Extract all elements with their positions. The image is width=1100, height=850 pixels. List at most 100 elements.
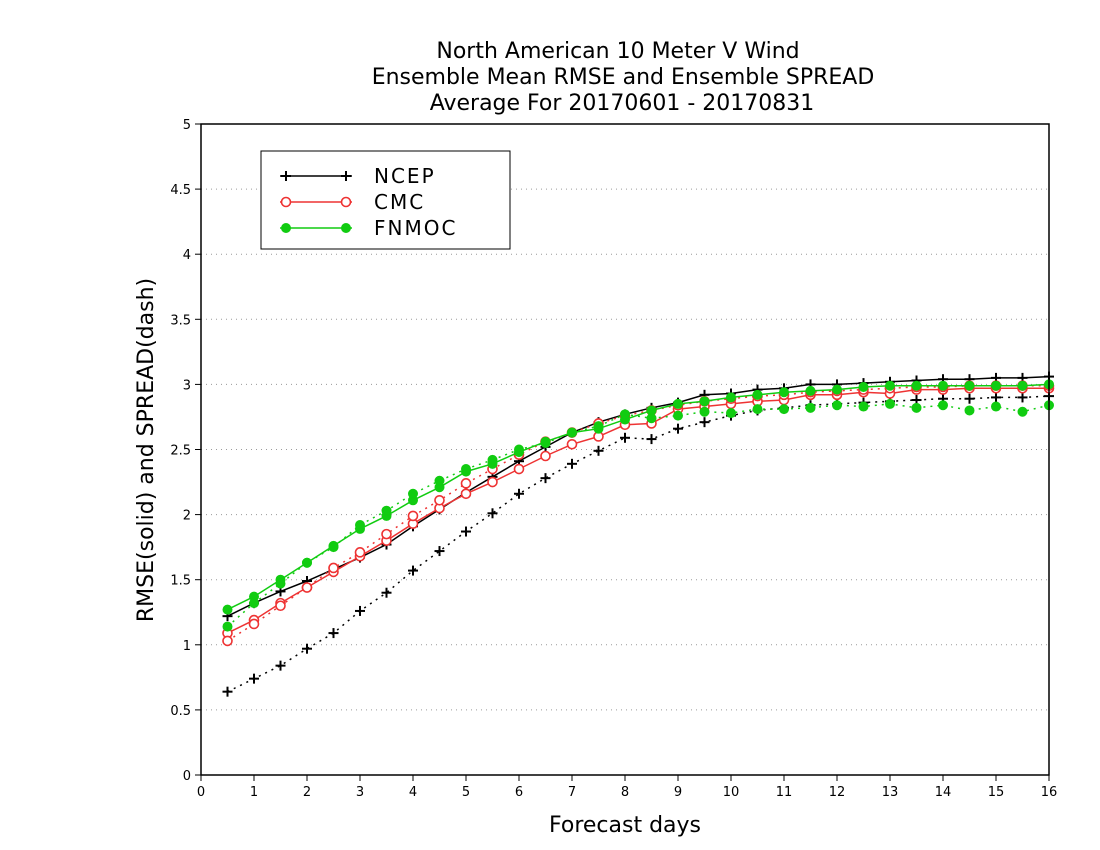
y-tick-label: 0.5 <box>170 704 191 719</box>
data-point <box>487 508 498 519</box>
data-point <box>540 450 551 462</box>
data-point <box>487 476 498 488</box>
data-point <box>885 380 895 391</box>
data-point <box>328 542 339 553</box>
data-point <box>461 464 471 475</box>
legend-marker <box>341 171 351 181</box>
data-point <box>434 494 445 506</box>
legend-label: CMC <box>374 190 425 214</box>
data-point <box>991 380 1001 391</box>
series-cmc-dash <box>222 380 1055 647</box>
title-line-1: North American 10 Meter V Wind <box>436 39 799 64</box>
data-point <box>673 398 683 409</box>
data-point <box>328 562 339 574</box>
legend-marker <box>280 196 292 208</box>
x-tick-label: 6 <box>515 785 523 800</box>
x-tick-label: 3 <box>356 785 364 800</box>
x-tick-label: 14 <box>935 785 952 800</box>
data-point <box>355 605 365 616</box>
data-point <box>1017 380 1028 391</box>
data-point <box>222 635 233 647</box>
data-point <box>858 382 869 393</box>
y-tick-label: 3 <box>183 378 191 393</box>
series-line <box>227 375 1050 617</box>
series-line <box>227 387 1049 634</box>
data-point <box>646 413 657 424</box>
y-tick-label: 4.5 <box>170 183 191 198</box>
data-point <box>805 385 816 396</box>
y-tick-label: 5 <box>183 118 191 133</box>
data-point <box>964 393 975 404</box>
data-point <box>514 444 524 455</box>
series-fnmoc-solid <box>222 379 1054 615</box>
data-point <box>726 408 736 419</box>
data-point <box>434 475 445 486</box>
data-point <box>567 427 577 438</box>
legend-marker <box>341 223 351 233</box>
data-point <box>911 380 922 391</box>
series-ncep-dash <box>222 391 1054 697</box>
data-point <box>566 438 578 450</box>
data-point <box>991 401 1001 412</box>
x-tick-label: 9 <box>674 785 682 800</box>
y-tick-label: 4 <box>183 248 191 263</box>
x-tick-label: 1 <box>250 785 258 800</box>
data-point <box>832 400 842 411</box>
data-point <box>460 478 472 489</box>
legend-label: NCEP <box>374 164 436 188</box>
title-line-3: Average For 20170601 - 20170831 <box>430 91 815 116</box>
data-point <box>1017 406 1028 417</box>
data-point <box>593 445 604 456</box>
data-point <box>249 673 259 684</box>
data-point <box>275 600 286 612</box>
x-tick-label: 16 <box>1041 785 1058 800</box>
series-line <box>227 395 1050 693</box>
data-point <box>328 628 339 639</box>
data-point <box>434 546 445 557</box>
x-tick-label: 10 <box>723 785 740 800</box>
data-point <box>408 488 418 499</box>
data-point <box>248 618 260 630</box>
series-line <box>227 383 1050 611</box>
y-tick-label: 0 <box>183 769 191 784</box>
grid <box>201 188 1049 711</box>
data-point <box>302 643 312 654</box>
x-axis-label: Forecast days <box>549 813 701 838</box>
data-point <box>408 565 418 576</box>
series-cmc-solid <box>222 383 1055 639</box>
data-point <box>911 402 922 413</box>
y-tick-label: 1.5 <box>170 574 191 589</box>
data-point <box>222 686 233 697</box>
x-tick-label: 7 <box>568 785 576 800</box>
data-point <box>593 421 604 432</box>
data-point <box>673 410 683 421</box>
x-tick-label: 0 <box>197 785 205 800</box>
legend-marker <box>281 171 291 181</box>
data-point <box>885 398 895 409</box>
data-point <box>858 401 869 412</box>
data-point <box>407 510 419 522</box>
data-point <box>540 437 551 448</box>
data-point <box>513 463 525 475</box>
data-point <box>381 587 392 598</box>
data-point <box>222 604 233 615</box>
data-point <box>567 458 577 469</box>
x-tick-label: 8 <box>621 785 629 800</box>
legend-item-fnmoc: FNMOC <box>280 216 455 240</box>
data-point <box>964 405 975 416</box>
data-point <box>699 406 710 417</box>
data-point <box>222 621 233 632</box>
data-point <box>302 557 312 568</box>
data-point <box>752 389 763 400</box>
data-point <box>832 384 842 395</box>
data-point <box>487 454 498 465</box>
data-point <box>779 387 789 398</box>
data-point <box>514 488 524 499</box>
legend-box <box>260 150 511 250</box>
data-point <box>275 660 286 671</box>
data-point <box>355 520 365 531</box>
data-point <box>275 578 286 589</box>
series-layer <box>222 371 1055 697</box>
